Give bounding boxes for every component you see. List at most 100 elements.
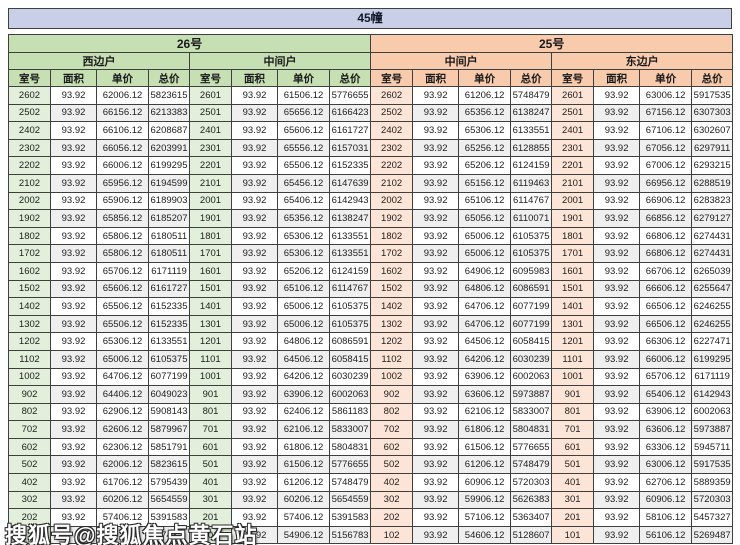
column-header: 单价	[458, 69, 512, 87]
unit-price-cell: 61806.12	[458, 420, 512, 439]
room-number-cell: 1802	[370, 226, 414, 246]
room-number-cell: 1501	[189, 279, 232, 299]
total-price-cell: 6133551	[328, 244, 372, 263]
room-number-cell: 101	[551, 525, 595, 545]
column-header: 面积	[412, 69, 460, 87]
area-cell: 93.92	[412, 473, 460, 492]
unit-price-cell: 62606.12	[96, 420, 149, 439]
area-cell: 93.92	[50, 508, 97, 527]
room-number-cell: 1902	[8, 209, 51, 228]
table-row: 702 93.92 62606.12 5879967 701 93.92 62106.12 5…	[8, 420, 734, 439]
area-cell: 93.92	[231, 437, 278, 457]
room-number-cell: 2601	[551, 86, 595, 105]
total-price-cell: 6199295	[691, 349, 734, 369]
unit-price-cell: 65356.12	[458, 103, 512, 123]
column-header-row: 室号 面积 单价 总价 室号 面积 单价 总价 室号 面积 单价 总价 室号 面积 单价 总价	[8, 69, 734, 87]
total-price-cell: 6138247	[328, 209, 372, 228]
table-row: 1802 93.92 65806.12 6180511 1801 93.92 65306.1…	[8, 226, 734, 246]
room-number-cell: 1201	[551, 332, 595, 351]
unit-price-cell: 65606.12	[96, 279, 149, 299]
total-price-cell: 6124159	[328, 261, 372, 281]
area-cell: 93.92	[50, 455, 97, 475]
unit-price-cell: 57406.12	[277, 508, 330, 527]
room-number-cell: 2401	[551, 121, 595, 140]
area-cell: 93.92	[412, 209, 460, 228]
table-row: 302 93.92 60206.12 5654559 301 93.92 60206.12 5…	[8, 490, 734, 510]
unit-price-cell: 61806.12	[277, 437, 330, 457]
room-number-cell: 2502	[370, 103, 414, 123]
total-price-cell: 5776655	[328, 455, 372, 475]
unit-price-cell: 65556.12	[277, 138, 330, 158]
area-cell: 93.92	[593, 261, 641, 281]
unit-price-cell: 66506.12	[639, 314, 693, 334]
table-row: 1202 93.92 65306.12 6133551 1201 93.92 64806.1…	[8, 332, 734, 351]
room-number-cell: 2102	[370, 173, 414, 193]
unit-price-cell: 66856.12	[639, 209, 693, 228]
unit-price-cell: 61506.12	[277, 455, 330, 475]
area-cell: 93.92	[231, 332, 278, 351]
room-number-cell: 601	[189, 437, 232, 457]
table-row: 902 93.92 64406.12 6049023 901 93.92 63906.12 6…	[8, 385, 734, 404]
total-price-cell: 6058415	[328, 349, 372, 369]
total-price-cell: 5720303	[510, 473, 553, 492]
room-number-cell: 401	[189, 473, 232, 492]
total-price-cell: 5269487	[691, 525, 734, 545]
total-price-cell: 5457327	[691, 508, 734, 527]
table-row: 1102 93.92 65006.12 6105375 1101 93.92 64506.1…	[8, 349, 734, 369]
unit-price-cell: 65906.12	[96, 191, 149, 211]
unit-price-cell: 65006.12	[277, 297, 330, 316]
unit-price-cell: 61206.12	[277, 473, 330, 492]
building-header-row: 26号 25号	[7, 34, 734, 53]
total-price-cell: 6105375	[148, 349, 190, 369]
total-price-cell: 6086591	[328, 332, 372, 351]
area-cell: 93.92	[50, 437, 97, 457]
total-price-cell: 6152335	[148, 314, 190, 334]
total-price-cell: 743	[148, 525, 190, 545]
column-header: 总价	[691, 69, 734, 87]
area-cell: 93.92	[412, 103, 460, 123]
area-cell: 93.92	[412, 297, 460, 316]
total-price-cell: 5917535	[691, 455, 734, 475]
room-number-cell: 2502	[8, 103, 51, 123]
unit-price-cell: 65406.12	[277, 191, 330, 211]
total-price-cell: 6002063	[510, 367, 553, 387]
total-price-cell: 5908143	[148, 402, 190, 422]
unit-price-cell: 65156.12	[458, 173, 512, 193]
unit-price-cell: 61506.12	[458, 437, 512, 457]
area-cell: 93.92	[412, 455, 460, 475]
room-number-cell: 2501	[189, 103, 232, 123]
unit-price-cell: 66106.12	[96, 121, 149, 140]
room-number-cell: 1302	[8, 314, 51, 334]
area-cell: 93.92	[231, 226, 278, 246]
area-cell: 93.92	[412, 385, 460, 404]
room-number-cell: 2202	[370, 156, 414, 175]
total-price-cell: 5748479	[510, 455, 553, 475]
total-price-cell: 6110071	[510, 209, 553, 228]
room-number-cell: 2301	[189, 138, 232, 158]
total-price-cell: 5823615	[148, 86, 190, 105]
area-cell: 93.92	[593, 156, 641, 175]
total-price-cell: 6180511	[148, 226, 190, 246]
area-cell: 93.92	[50, 86, 97, 105]
unit-price-cell: 63606.12	[458, 385, 512, 404]
unit-price-cell: 61706.12	[96, 473, 149, 492]
area-cell: 93.92	[231, 297, 278, 316]
table-row: 2402 93.92 66106.12 6208687 2401 93.92 65606.1…	[8, 121, 734, 140]
unit-price-cell: 64706.12	[458, 314, 512, 334]
unit-price-cell: 65606.12	[277, 121, 330, 140]
room-number-cell: 1202	[370, 332, 414, 351]
room-number-cell: 901	[551, 385, 595, 404]
room-number-cell: 501	[551, 455, 595, 475]
room-number-cell: 1602	[370, 261, 414, 281]
total-price-cell: 6002063	[328, 385, 372, 404]
total-price-cell: 6002063	[691, 402, 734, 422]
total-price-cell: 5833007	[510, 402, 553, 422]
total-price-cell: 5654559	[328, 490, 372, 510]
unit-type-header: 东边户	[551, 52, 734, 70]
unit-price-cell	[96, 525, 149, 545]
unit-type-header: 中间户	[188, 52, 372, 70]
unit-price-cell: 65206.12	[277, 261, 330, 281]
room-number-cell: 2002	[370, 191, 414, 211]
area-cell: 93.92	[231, 121, 278, 140]
total-price-cell: 6058415	[510, 332, 553, 351]
